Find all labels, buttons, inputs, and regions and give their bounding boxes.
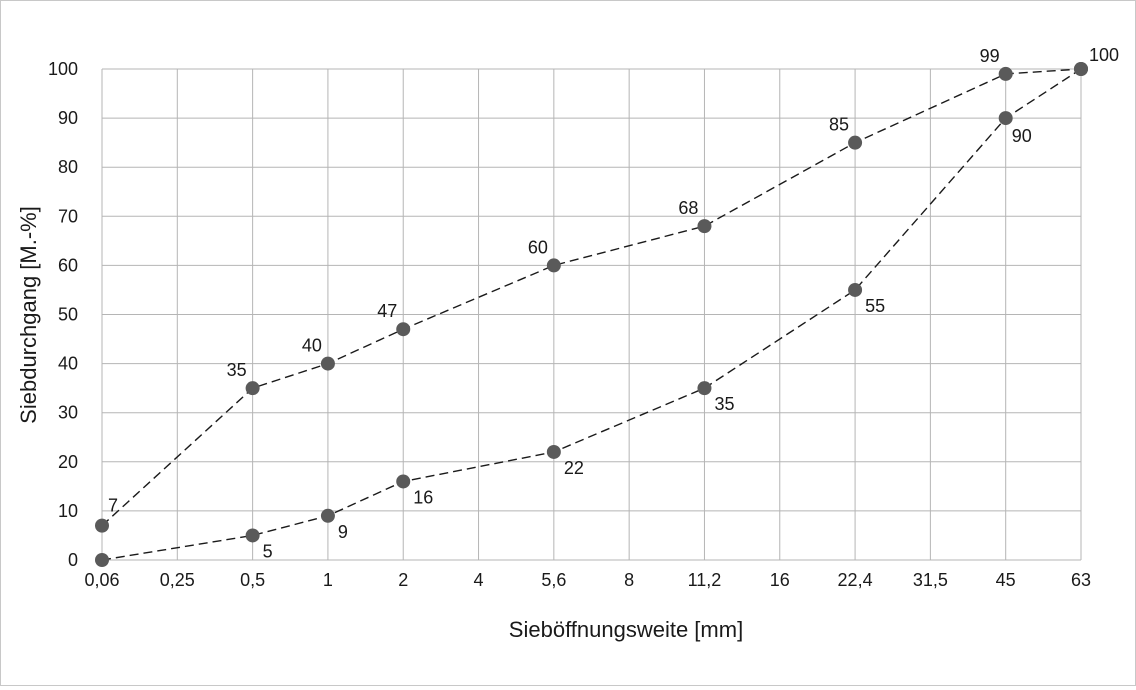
y-axis-ticks: 0 10 20 30 40 50 60 70 80 90 100 bbox=[48, 59, 78, 570]
point-label: 100 bbox=[1089, 45, 1119, 65]
y-tick-label: 10 bbox=[58, 501, 78, 521]
point-label: 22 bbox=[564, 458, 584, 478]
data-point bbox=[1074, 62, 1088, 76]
x-tick-label: 0,06 bbox=[84, 570, 119, 590]
y-tick-label: 0 bbox=[68, 550, 78, 570]
x-tick-label: 22,4 bbox=[838, 570, 873, 590]
x-tick-label: 63 bbox=[1071, 570, 1091, 590]
data-point bbox=[95, 553, 109, 567]
x-tick-label: 5,6 bbox=[541, 570, 566, 590]
y-tick-label: 90 bbox=[58, 108, 78, 128]
data-point bbox=[998, 66, 1013, 81]
x-tick-label: 11,2 bbox=[688, 570, 722, 590]
point-label: 35 bbox=[227, 360, 247, 380]
point-labels: 7 35 40 47 60 68 85 99 100 5 9 16 22 35 55 90 bbox=[108, 45, 1119, 561]
point-label: 90 bbox=[1012, 126, 1032, 146]
x-axis-title: Sieböffnungsweite [mm] bbox=[509, 617, 743, 642]
point-label: 5 bbox=[263, 541, 273, 561]
data-point bbox=[396, 322, 411, 337]
y-tick-label: 30 bbox=[58, 403, 78, 423]
y-axis-title: Siebdurchgang [M.-%] bbox=[16, 206, 41, 424]
data-point bbox=[95, 518, 109, 533]
point-label: 35 bbox=[714, 394, 734, 414]
x-axis-ticks: 0,06 0,25 0,5 1 2 4 5,6 8 11,2 16 22,4 31,5 45 63 bbox=[84, 570, 1091, 590]
x-tick-label: 8 bbox=[624, 570, 634, 590]
data-point bbox=[848, 282, 863, 297]
data-point bbox=[546, 258, 561, 273]
y-tick-label: 100 bbox=[48, 59, 78, 79]
x-tick-label: 31,5 bbox=[913, 570, 948, 590]
point-label: 9 bbox=[338, 522, 348, 542]
point-label: 85 bbox=[829, 115, 849, 135]
x-tick-label: 16 bbox=[770, 570, 790, 590]
data-point bbox=[320, 356, 335, 371]
y-tick-label: 60 bbox=[58, 255, 78, 275]
point-label: 60 bbox=[528, 237, 548, 257]
series-points bbox=[95, 62, 1088, 567]
point-label: 99 bbox=[980, 46, 1000, 66]
y-tick-label: 40 bbox=[58, 354, 78, 374]
series-line-0 bbox=[101, 68, 1082, 527]
x-tick-label: 0,25 bbox=[160, 570, 195, 590]
point-label: 40 bbox=[302, 336, 322, 356]
data-point bbox=[998, 111, 1013, 126]
data-point bbox=[546, 444, 561, 459]
data-point bbox=[320, 508, 335, 523]
y-tick-label: 20 bbox=[58, 452, 78, 472]
x-tick-label: 4 bbox=[474, 570, 484, 590]
grid bbox=[101, 68, 1082, 561]
x-tick-label: 2 bbox=[398, 570, 408, 590]
x-tick-label: 1 bbox=[323, 570, 333, 590]
point-label: 7 bbox=[108, 496, 118, 516]
point-label: 16 bbox=[413, 487, 433, 507]
point-label: 47 bbox=[377, 301, 397, 321]
data-point bbox=[245, 381, 260, 396]
point-label: 55 bbox=[865, 296, 885, 316]
x-tick-label: 45 bbox=[996, 570, 1016, 590]
y-tick-label: 80 bbox=[58, 157, 78, 177]
data-point bbox=[697, 219, 712, 234]
y-tick-label: 70 bbox=[58, 206, 78, 226]
data-point bbox=[245, 528, 260, 543]
y-tick-label: 50 bbox=[58, 305, 78, 325]
data-point bbox=[848, 135, 863, 150]
data-point bbox=[396, 474, 411, 489]
point-label: 68 bbox=[678, 198, 698, 218]
data-point bbox=[697, 381, 712, 396]
x-tick-label: 0,5 bbox=[240, 570, 265, 590]
